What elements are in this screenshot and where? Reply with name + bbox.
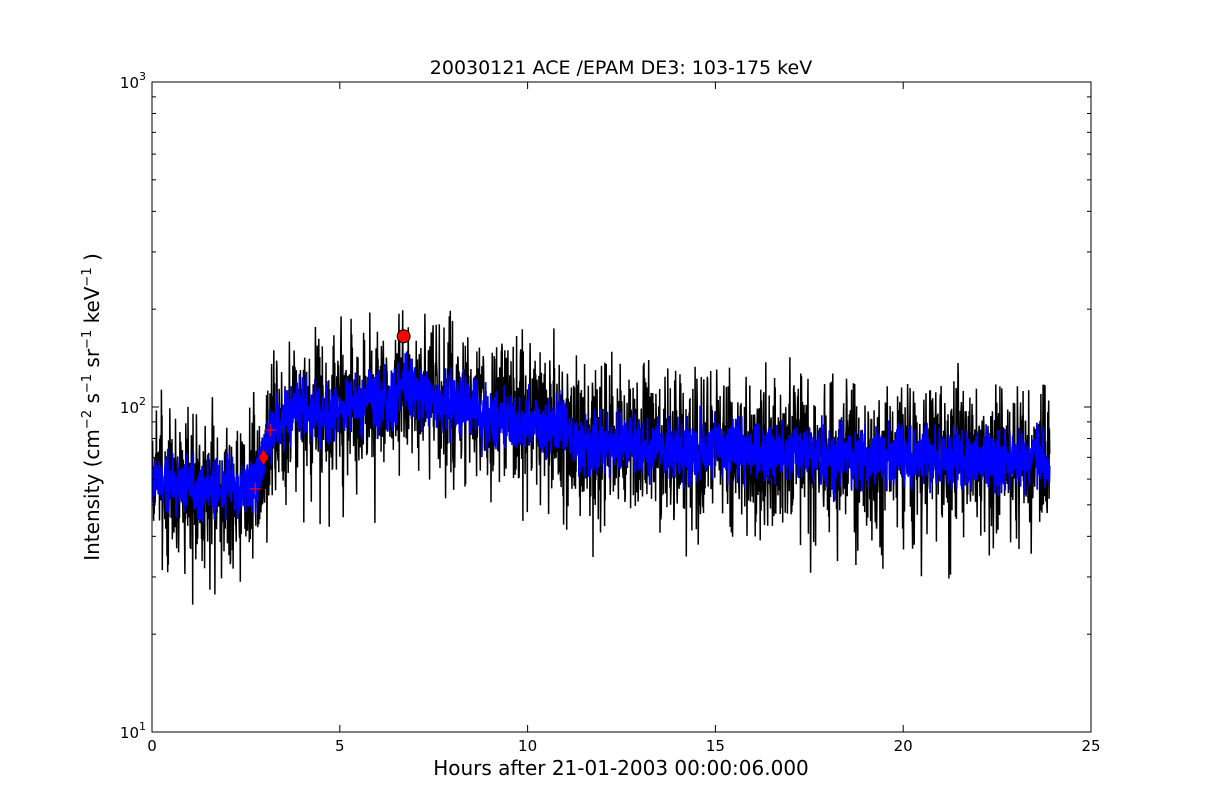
ylabel-unit3: sr bbox=[80, 348, 104, 374]
x-tick-label: 20 bbox=[894, 737, 913, 755]
y-tick-label: 101 bbox=[120, 720, 146, 742]
ylabel-exp3: −1 bbox=[80, 330, 95, 349]
ylabel-unit4: keV bbox=[80, 286, 104, 330]
x-tick-label: 5 bbox=[335, 737, 345, 755]
ylabel-unit2: s bbox=[80, 393, 104, 410]
ylabel-prefix: Intensity (cm bbox=[80, 429, 104, 561]
ylabel-suffix: ) bbox=[80, 253, 104, 267]
x-axis-ticks: 0 5 10 15 20 25 bbox=[147, 82, 1101, 755]
marker-layer bbox=[249, 329, 411, 495]
y-axis-ticks: 101 102 103 bbox=[120, 70, 1091, 742]
cross-marker bbox=[249, 482, 262, 495]
x-tick-label: 0 bbox=[147, 737, 157, 755]
y-axis-label: Intensity (cm−2 s−1 sr−1 keV−1 ) bbox=[80, 253, 104, 561]
y-tick-label: 102 bbox=[120, 395, 146, 417]
chart-title: 20030121 ACE /EPAM DE3: 103-175 keV bbox=[430, 57, 812, 79]
ylabel-exp4: −1 bbox=[80, 267, 95, 286]
x-tick-label: 25 bbox=[1081, 737, 1100, 755]
cross-marker bbox=[264, 423, 277, 436]
peak-marker bbox=[396, 329, 411, 344]
series-layer bbox=[152, 310, 1051, 605]
x-tick-label: 15 bbox=[706, 737, 725, 755]
y-tick-label: 103 bbox=[120, 70, 146, 92]
ylabel-exp2: −1 bbox=[80, 374, 95, 393]
onset-marker bbox=[258, 448, 269, 466]
x-tick-label: 10 bbox=[518, 737, 537, 755]
x-axis-label: Hours after 21-01-2003 00:00:06.000 bbox=[433, 756, 809, 780]
ylabel-exp1: −2 bbox=[80, 410, 95, 429]
series-line-smoothed bbox=[152, 351, 1051, 523]
